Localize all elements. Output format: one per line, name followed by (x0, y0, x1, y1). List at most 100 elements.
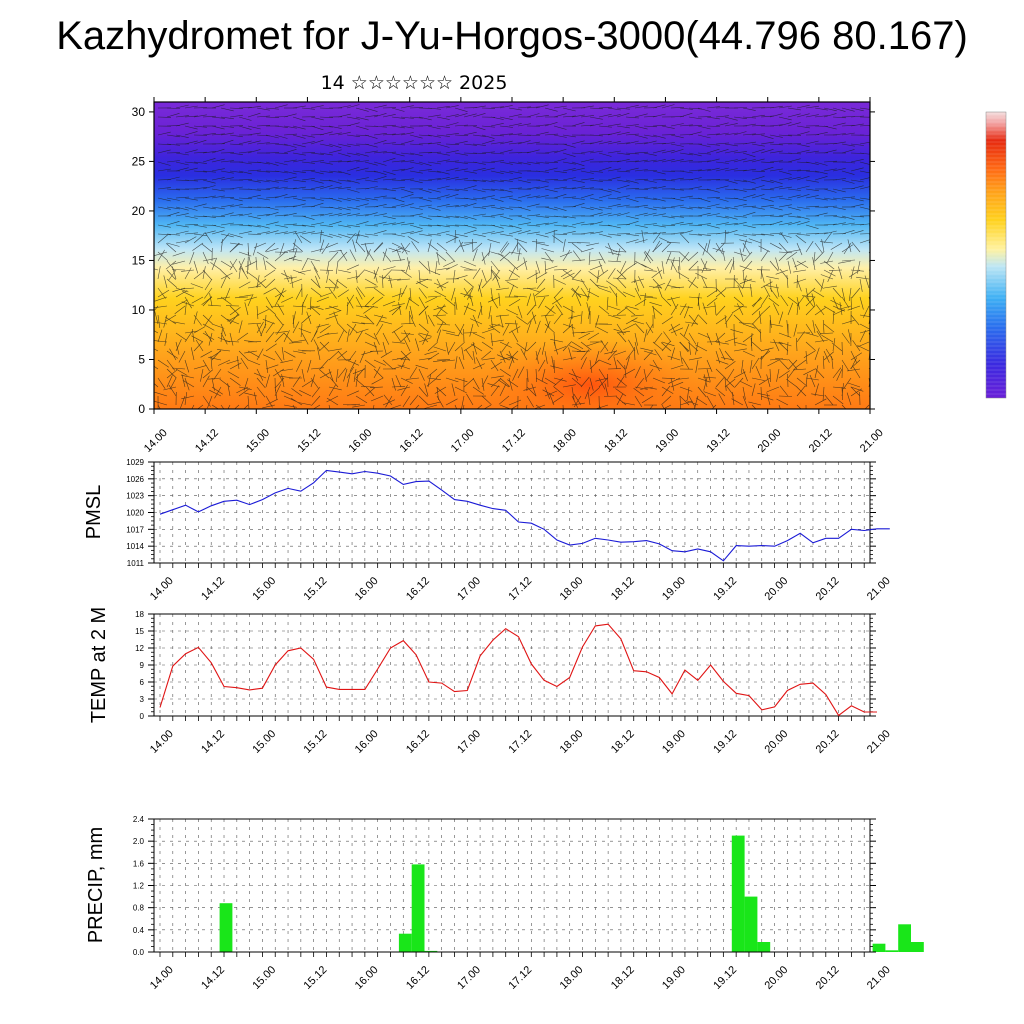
wind-barb (864, 404, 870, 409)
chart-title: Kazhydromet for J-Yu-Horgos-3000(44.796 … (56, 14, 968, 58)
wind-barb (832, 222, 846, 226)
wind-barb (596, 326, 609, 334)
wind-barb (769, 150, 783, 154)
wind-barb (606, 280, 618, 289)
wind-barb (760, 305, 771, 316)
wind-barb (444, 297, 456, 307)
wind-barb (499, 195, 513, 199)
wind-barb (814, 197, 828, 201)
wind-barb (796, 176, 810, 181)
wind-barb (769, 105, 783, 109)
wind-barb (373, 314, 387, 319)
wind-barb (364, 170, 379, 173)
wind-barb (391, 203, 405, 208)
wind-barb (481, 188, 495, 191)
wind-barb (373, 176, 387, 181)
wind-barb (667, 296, 681, 301)
wind-barb (670, 303, 679, 316)
wind-barb (769, 341, 783, 344)
wind-barb (787, 221, 801, 226)
wind-barb (610, 341, 618, 354)
wind-barb (487, 323, 501, 330)
wind-barb (832, 215, 846, 219)
wind-barb (319, 325, 331, 334)
wind-barb (220, 107, 234, 112)
wind-barb (553, 377, 567, 382)
wind-barb (531, 383, 537, 397)
wind-barb (616, 377, 628, 387)
wind-barb (364, 114, 378, 118)
wind-barb (346, 122, 360, 127)
wind-barb (247, 132, 261, 136)
wind-barb (452, 269, 456, 283)
wind-barb (859, 134, 870, 136)
wind-barb (652, 197, 666, 202)
wind-barb (625, 215, 639, 220)
wind-barb (193, 215, 208, 217)
wind-barb (283, 248, 297, 253)
wind-barb (349, 359, 357, 372)
wind-barb (445, 105, 459, 109)
wind-barb (607, 197, 621, 200)
wind-barb (157, 249, 165, 262)
wind-barb (190, 283, 204, 289)
wind-barb (652, 278, 663, 289)
wind-barb (427, 197, 441, 200)
wind-barb (847, 382, 861, 388)
wind-barb (490, 141, 504, 145)
wind-barb (643, 170, 658, 172)
wind-barb (184, 359, 190, 373)
wind-barb (517, 222, 531, 226)
wind-barb (751, 185, 765, 190)
wind-barb (361, 350, 375, 355)
wind-barb (848, 329, 852, 343)
wind-barb (851, 241, 861, 253)
wind-barb (706, 143, 720, 146)
wind-barb (171, 367, 186, 370)
wind-barb (418, 278, 433, 281)
wind-barb (625, 116, 640, 119)
wind-barb (211, 206, 225, 210)
wind-barb (329, 376, 339, 388)
wind-barb (838, 266, 843, 280)
wind-barb (270, 305, 285, 308)
wind-barb (868, 377, 870, 387)
xtick-label: 19.00 (660, 964, 688, 992)
wind-barb (463, 224, 477, 229)
wind-barb (226, 318, 240, 325)
wind-barb (760, 349, 770, 361)
wind-barb (868, 116, 870, 118)
wind-barb (166, 206, 180, 210)
wind-barb (352, 321, 366, 325)
wind-barb (742, 239, 747, 253)
wind-barb (274, 314, 284, 326)
wind-barb (832, 116, 847, 119)
wind-barb (795, 359, 807, 368)
wind-barb (652, 179, 667, 181)
wind-barb (184, 215, 198, 219)
wind-barb (418, 188, 432, 193)
wind-barb (311, 386, 321, 398)
wind-barb (272, 368, 285, 377)
wind-barb (553, 224, 567, 227)
wind-barb (517, 230, 531, 235)
wind-barb (169, 377, 177, 390)
wind-barb (373, 287, 385, 297)
wind-barb (516, 343, 528, 352)
wind-barb (319, 107, 334, 109)
wind-barb (481, 179, 495, 183)
wind-barb (490, 260, 500, 272)
wind-barb (524, 341, 528, 355)
wind-barb (661, 125, 675, 129)
wind-barb (688, 260, 699, 271)
wind-barb (445, 215, 459, 218)
wind-barb (724, 159, 738, 163)
wind-barb (213, 368, 222, 380)
wind-barb (336, 368, 339, 382)
wind-barb (697, 152, 711, 155)
wind-barb (661, 224, 676, 226)
wind-barb (382, 359, 393, 369)
wind-barb (571, 285, 580, 298)
wind-barb (778, 204, 792, 208)
wind-barb (851, 287, 861, 299)
